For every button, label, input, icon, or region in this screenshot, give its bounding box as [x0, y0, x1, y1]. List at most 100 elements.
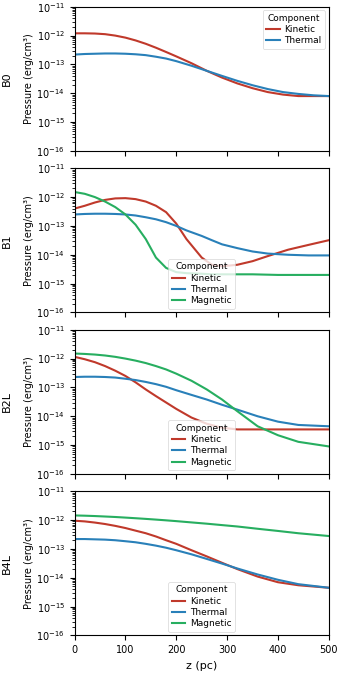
Thermal — [200, 232, 204, 240]
Kinetic — [123, 372, 127, 380]
Kinetic — [144, 40, 148, 48]
Magnetic — [83, 190, 87, 198]
Thermal — [327, 422, 331, 431]
Line: Thermal: Thermal — [75, 214, 329, 256]
Magnetic — [83, 512, 87, 520]
Thermal — [235, 564, 239, 573]
Kinetic — [281, 91, 285, 99]
Thermal — [103, 373, 107, 381]
Line: Kinetic: Kinetic — [75, 357, 329, 429]
Thermal — [144, 51, 148, 59]
Text: B1: B1 — [2, 233, 12, 247]
Magnetic — [123, 210, 127, 218]
Thermal — [154, 215, 158, 223]
Magnetic — [144, 359, 148, 367]
Kinetic — [103, 362, 107, 370]
Thermal — [93, 535, 97, 544]
Thermal — [296, 90, 300, 98]
Kinetic — [220, 424, 224, 432]
Line: Kinetic: Kinetic — [75, 521, 329, 587]
Kinetic — [205, 420, 209, 428]
Thermal — [93, 372, 97, 381]
Y-axis label: Pressure (erg/cm³): Pressure (erg/cm³) — [23, 356, 34, 448]
Kinetic — [113, 366, 117, 375]
Thermal — [123, 49, 127, 57]
Kinetic — [220, 559, 224, 567]
Magnetic — [220, 270, 224, 279]
Kinetic — [134, 195, 138, 203]
Thermal — [296, 580, 300, 588]
Kinetic — [93, 30, 97, 38]
Kinetic — [154, 201, 158, 210]
Thermal — [93, 49, 97, 57]
Y-axis label: Pressure (erg/cm³): Pressure (erg/cm³) — [23, 34, 34, 124]
Thermal — [83, 50, 87, 58]
Thermal — [73, 51, 77, 59]
Thermal — [174, 546, 178, 554]
Thermal — [144, 540, 148, 548]
Thermal — [113, 536, 117, 544]
Magnetic — [93, 193, 97, 201]
Thermal — [83, 372, 87, 381]
Kinetic — [83, 201, 87, 210]
Magnetic — [301, 271, 305, 279]
Line: Thermal: Thermal — [75, 539, 329, 587]
Kinetic — [154, 44, 158, 52]
Thermal — [251, 247, 255, 256]
Thermal — [164, 544, 168, 552]
Kinetic — [296, 425, 300, 433]
Magnetic — [174, 517, 178, 525]
Magnetic — [134, 514, 138, 523]
Kinetic — [83, 517, 87, 525]
Magnetic — [174, 370, 178, 378]
Magnetic — [154, 362, 158, 370]
Thermal — [327, 251, 331, 260]
Magnetic — [113, 203, 117, 211]
Thermal — [266, 85, 270, 93]
Kinetic — [164, 398, 168, 406]
Kinetic — [134, 527, 138, 535]
Kinetic — [174, 540, 178, 548]
Magnetic — [190, 518, 194, 527]
Kinetic — [134, 37, 138, 45]
Kinetic — [306, 241, 311, 249]
Magnetic — [103, 197, 107, 206]
Magnetic — [134, 356, 138, 364]
Magnetic — [123, 514, 127, 522]
Magnetic — [134, 220, 138, 228]
Legend: Kinetic, Thermal: Kinetic, Thermal — [263, 10, 325, 49]
Magnetic — [251, 270, 255, 279]
Thermal — [144, 378, 148, 386]
Thermal — [296, 421, 300, 429]
Kinetic — [83, 355, 87, 363]
Magnetic — [327, 271, 331, 279]
Thermal — [73, 373, 77, 381]
Thermal — [164, 55, 168, 63]
Magnetic — [73, 511, 77, 519]
Thermal — [220, 401, 224, 409]
Magnetic — [210, 270, 214, 279]
Magnetic — [205, 385, 209, 393]
Kinetic — [266, 88, 270, 96]
Magnetic — [190, 377, 194, 385]
Thermal — [134, 212, 138, 220]
Thermal — [134, 50, 138, 58]
Thermal — [190, 550, 194, 558]
Magnetic — [123, 354, 127, 362]
Thermal — [134, 538, 138, 546]
Magnetic — [220, 521, 224, 529]
Magnetic — [235, 523, 239, 531]
Kinetic — [190, 546, 194, 554]
Kinetic — [113, 522, 117, 530]
Text: B2L: B2L — [2, 391, 12, 412]
Kinetic — [190, 59, 194, 68]
Magnetic — [73, 349, 77, 358]
Kinetic — [205, 67, 209, 75]
Magnetic — [276, 271, 280, 279]
Thermal — [174, 386, 178, 394]
Line: Kinetic: Kinetic — [75, 198, 329, 266]
Magnetic — [205, 520, 209, 528]
Thermal — [205, 395, 209, 404]
Thermal — [174, 57, 178, 65]
Thermal — [164, 218, 168, 226]
